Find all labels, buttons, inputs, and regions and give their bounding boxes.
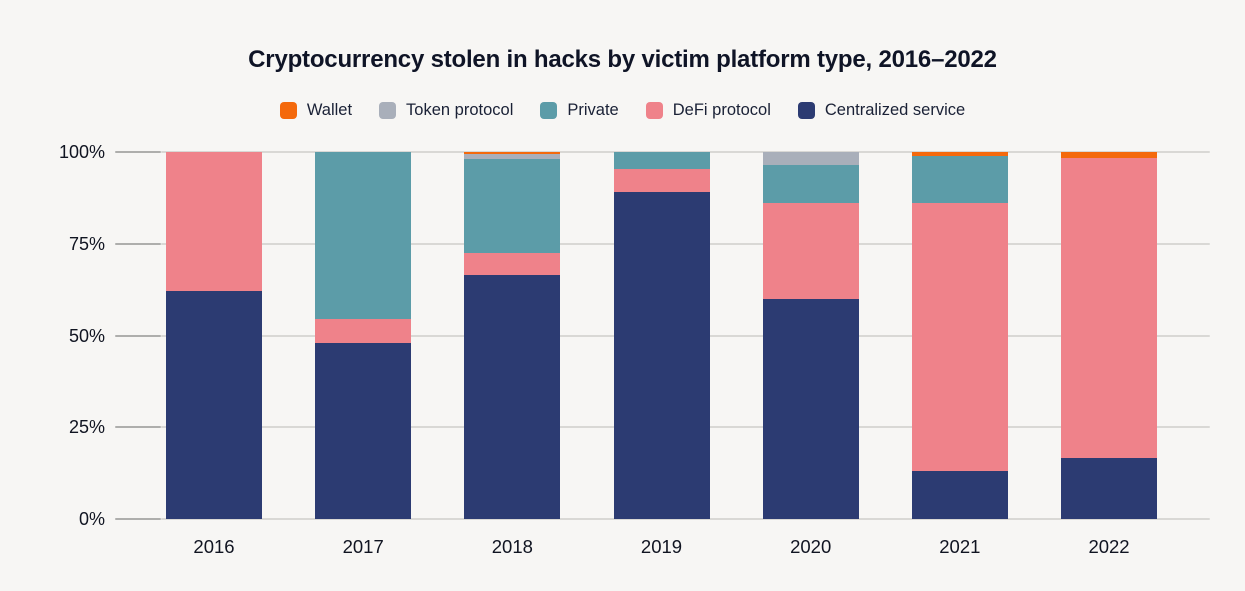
bar-2021-segment-centralized-service (911, 471, 1008, 519)
legend-item-defi-protocol: DeFi protocol (645, 101, 771, 120)
y-axis-label-25: 25% (68, 417, 105, 438)
x-axis-label-2018: 2018 (491, 536, 533, 557)
legend-item-token-protocol: Token protocol (379, 101, 513, 120)
bar-2021 (911, 152, 1008, 519)
bar-2019-segment-defi-protocol (613, 168, 710, 193)
bar-2017-segment-centralized-service (315, 342, 412, 519)
bar-2022 (1061, 152, 1158, 519)
bar-2019-segment-centralized-service (613, 192, 710, 519)
y-axis-tick-25 (115, 426, 161, 429)
bar-2017-segment-defi-protocol (315, 319, 412, 343)
x-axis-label-2017: 2017 (342, 536, 384, 557)
bar-2021-segment-private (911, 155, 1008, 204)
x-axis-label-2020: 2020 (790, 536, 832, 557)
bar-2018-segment-centralized-service (464, 274, 561, 519)
y-axis-label-75: 75% (68, 233, 105, 254)
bar-2022-segment-defi-protocol (1061, 157, 1158, 459)
bar-2020-segment-token-protocol (762, 152, 859, 165)
x-axis-label-2022: 2022 (1088, 536, 1130, 557)
bar-2016 (166, 152, 262, 519)
legend-item-wallet: Wallet (279, 101, 353, 120)
x-axis-label-2019: 2019 (640, 536, 683, 557)
bar-2017-segment-private (315, 152, 412, 319)
bar-2020-segment-centralized-service (762, 298, 859, 519)
bar-2018-segment-wallet (464, 152, 561, 154)
y-axis-tick-50 (115, 334, 161, 337)
bar-2019-segment-private (613, 152, 710, 169)
gridline-100 (161, 151, 1210, 153)
y-axis-label-0: 0% (78, 509, 105, 529)
gridline-0 (161, 518, 1210, 520)
bar-2021-segment-wallet (911, 152, 1008, 156)
y-axis-label-50: 50% (68, 325, 105, 346)
chart-legend: Wallet Token protocol Private DeFi protocol… (0, 101, 1245, 120)
bar-2020-segment-defi-protocol (762, 203, 859, 299)
bar-2017 (315, 152, 412, 519)
bar-2016-segment-defi-protocol (166, 152, 262, 292)
legend-swatch-token-protocol-icon (379, 102, 397, 119)
legend-item-private: Private (540, 101, 619, 120)
bar-2016-segment-centralized-service (166, 291, 262, 519)
y-axis-label-100: 100% (58, 142, 105, 162)
bar-2018-segment-private (464, 159, 561, 253)
legend-label: DeFi protocol (672, 101, 771, 119)
legend-label: Centralized service (824, 101, 966, 119)
bar-2022-segment-centralized-service (1061, 458, 1158, 519)
bar-2018-segment-token-protocol (464, 153, 561, 160)
chart-title: Cryptocurrency stolen in hacks by victim… (248, 46, 997, 73)
bar-2018-segment-defi-protocol (464, 252, 561, 275)
x-axis-label-2021: 2021 (939, 536, 981, 557)
bar-2020 (762, 152, 859, 519)
legend-label: Private (567, 101, 619, 119)
legend-swatch-defi-protocol-icon (645, 102, 663, 119)
legend-label: Token protocol (406, 101, 514, 119)
x-axis-label-2016: 2016 (193, 536, 235, 557)
legend-swatch-centralized-service-icon (797, 102, 815, 119)
bar-2021-segment-defi-protocol (911, 203, 1008, 472)
legend-label: Wallet (306, 101, 353, 119)
bar-2020-segment-private (762, 164, 859, 204)
legend-swatch-wallet-icon (279, 102, 297, 119)
y-axis-tick-100 (115, 151, 161, 153)
bar-2018 (464, 152, 561, 519)
legend-swatch-private-icon (540, 102, 558, 119)
bar-2019 (613, 152, 710, 519)
legend-item-centralized-service: Centralized service (797, 101, 966, 120)
y-axis-tick-75 (115, 242, 161, 245)
bar-2022-segment-wallet (1061, 152, 1158, 158)
y-axis-tick-0 (115, 518, 161, 520)
